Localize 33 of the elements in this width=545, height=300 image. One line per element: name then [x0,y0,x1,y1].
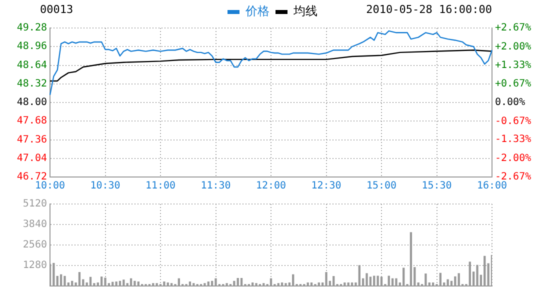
y-tick-label: 47.68 [16,116,47,127]
y-tick-label: 47.04 [16,152,47,164]
y-tick-label: 47.36 [16,134,47,146]
y-tick-label: 2560 [22,240,47,251]
y-tick-label: 5120 [22,198,47,210]
y2-tick-label: -0.67% [495,116,532,127]
y2-tick-label: +0.67% [495,78,532,90]
x-tick-label: 15:00 [366,180,397,192]
x-tick-label: 11:00 [145,180,176,192]
y2-tick-label: +2.00% [495,41,532,52]
y2-tick-label: +1.33% [495,60,532,71]
y-tick-label: 49.28 [16,22,47,34]
y2-tick-label: -1.33% [495,134,532,146]
y2-tick-label: 0.00% [495,97,526,108]
x-tick-label: 11:30 [200,180,231,192]
x-tick-label: 15:30 [422,180,452,192]
y-tick-label: 48.64 [16,60,47,71]
y-tick-label: 48.00 [16,97,47,108]
chart-title: 00013 [40,3,74,16]
legend-label: 价格 [244,4,270,18]
y-tick-label: 3840 [22,219,47,230]
chart-subtitle: 2010-05-28 16:00:00 [366,3,492,16]
y2-tick-label: -2.00% [495,152,532,164]
y-tick-label: 1280 [22,260,47,272]
y-tick-label: 48.96 [16,41,47,52]
y2-tick-label: +2.67% [495,22,532,34]
legend-label: 均线 [292,4,318,18]
x-tick-label: 12:00 [256,180,286,192]
x-tick-label: 12:30 [311,180,342,192]
y-tick-label: 48.32 [16,78,47,90]
x-tick-label: 10:30 [90,180,120,192]
x-tick-label: 16:00 [476,180,508,192]
x-tick-label: 10:00 [34,180,66,192]
